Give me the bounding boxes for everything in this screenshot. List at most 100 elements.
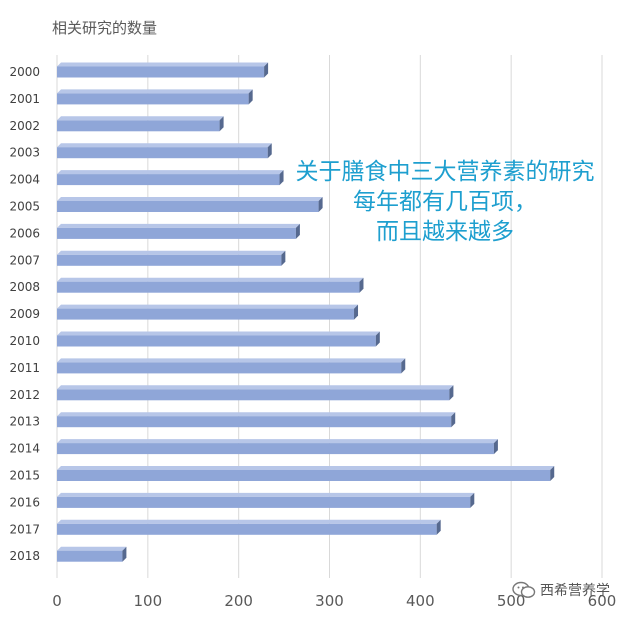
bars xyxy=(57,62,555,562)
bar xyxy=(57,116,224,132)
bar-front-face xyxy=(57,281,360,293)
bar-top-face xyxy=(57,492,475,497)
x-axis-tick-labels: 0 100 200 300 400 500 600 xyxy=(52,592,616,610)
bar xyxy=(57,492,475,508)
bar-side-face xyxy=(451,412,456,428)
bar-side-face xyxy=(493,439,498,455)
bar-top-face xyxy=(57,546,127,551)
bar-top-face xyxy=(57,304,359,309)
y-tick-label: 2002 xyxy=(9,119,40,133)
bar xyxy=(57,519,441,535)
y-tick-label: 2013 xyxy=(9,415,40,429)
watermark-text: 西希营养学 xyxy=(540,583,610,599)
y-tick-label: 2003 xyxy=(9,146,40,160)
watermark: 西希营养学 xyxy=(512,580,610,600)
x-tick-label: 500 xyxy=(497,592,526,610)
y-tick-label: 2016 xyxy=(9,495,40,509)
y-tick-label: 2015 xyxy=(9,469,40,483)
bar-side-face xyxy=(267,143,272,159)
y-tick-label: 2009 xyxy=(9,307,40,321)
y-tick-label: 2007 xyxy=(9,253,40,267)
x-tick-label: 0 xyxy=(52,592,62,610)
bar xyxy=(57,412,456,428)
bar-front-face xyxy=(57,550,123,562)
bar-top-face xyxy=(57,439,498,444)
bar-side-face xyxy=(375,331,380,347)
y-tick-label: 2005 xyxy=(9,200,40,214)
annotation-line-3: 而且越来越多 xyxy=(376,219,514,245)
bar xyxy=(57,277,364,293)
bar-front-face xyxy=(57,389,450,401)
bar xyxy=(57,170,284,186)
bar-front-face xyxy=(57,201,319,212)
bar-front-face xyxy=(57,523,437,535)
bar xyxy=(57,89,253,105)
bar xyxy=(57,223,300,239)
bar-front-face xyxy=(57,470,551,481)
bar-side-face xyxy=(295,223,300,239)
y-tick-label: 2012 xyxy=(9,388,40,402)
bar xyxy=(57,439,498,455)
x-tick-label: 200 xyxy=(224,592,253,610)
bar xyxy=(57,546,127,562)
y-tick-label: 2000 xyxy=(9,65,40,79)
bar-side-face xyxy=(318,197,323,212)
bar-side-face xyxy=(449,385,454,401)
bar-side-face xyxy=(281,250,286,266)
y-tick-label: 2018 xyxy=(9,549,40,563)
bar-top-face xyxy=(57,143,272,148)
bar-top-face xyxy=(57,250,286,255)
bar-side-face xyxy=(436,519,441,535)
bar-top-face xyxy=(57,385,454,390)
bar-front-face xyxy=(57,120,220,132)
bar xyxy=(57,358,406,374)
bar-front-face xyxy=(57,66,265,78)
bar-top-face xyxy=(57,89,253,94)
x-tick-label: 600 xyxy=(588,592,617,610)
bar-front-face xyxy=(57,93,249,105)
bar-top-face xyxy=(57,62,269,67)
y-tick-label: 2008 xyxy=(9,280,40,294)
bar xyxy=(57,466,555,481)
bar-front-face xyxy=(57,496,471,508)
bar-side-face xyxy=(264,62,269,78)
bar-top-face xyxy=(57,412,456,417)
y-tick-label: 2010 xyxy=(9,334,40,348)
wechat-logo-icon xyxy=(512,581,536,598)
bar-front-face xyxy=(57,308,355,320)
bar xyxy=(57,250,286,266)
bar-front-face xyxy=(57,174,280,186)
bar-side-face xyxy=(359,277,364,293)
bar-top-face xyxy=(57,197,323,201)
bar-side-face xyxy=(470,492,475,508)
bar-top-face xyxy=(57,466,555,470)
x-tick-label: 400 xyxy=(406,592,435,610)
bar xyxy=(57,197,323,212)
bar xyxy=(57,304,359,320)
bar-side-face xyxy=(550,466,555,481)
bar xyxy=(57,331,380,347)
x-tick-label: 100 xyxy=(134,592,163,610)
y-tick-label: 2017 xyxy=(9,522,40,536)
bar-top-face xyxy=(57,519,441,524)
bar-front-face xyxy=(57,416,452,428)
chart-title: 相关研究的数量 xyxy=(52,19,157,37)
bar-front-face xyxy=(57,443,494,455)
y-axis-tick-labels: 2000 2001 2002 2003 2004 2005 2006 2007 2008 2009… xyxy=(9,65,40,563)
bar xyxy=(57,385,454,401)
bar-front-face xyxy=(57,147,268,159)
bar-front-face xyxy=(57,227,296,239)
bar-side-face xyxy=(122,546,127,562)
bar-side-face xyxy=(354,304,359,320)
bar-top-face xyxy=(57,116,224,121)
bar-front-face xyxy=(57,362,402,374)
x-tick-label: 300 xyxy=(315,592,344,610)
y-tick-label: 2014 xyxy=(9,442,40,456)
bar-side-face xyxy=(401,358,406,374)
bar-top-face xyxy=(57,331,380,336)
bar-top-face xyxy=(57,223,300,228)
bar-side-face xyxy=(248,89,253,105)
bar-top-face xyxy=(57,358,406,363)
y-tick-label: 2011 xyxy=(9,361,40,375)
